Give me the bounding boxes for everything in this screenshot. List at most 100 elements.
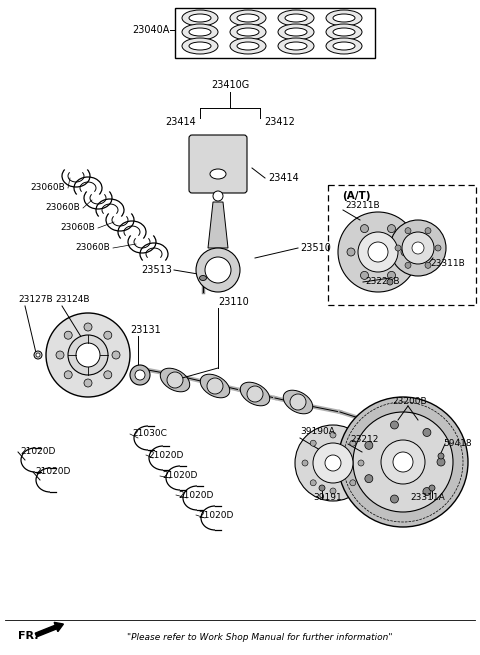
Text: 39191: 39191 bbox=[313, 493, 342, 502]
Ellipse shape bbox=[189, 28, 211, 36]
Circle shape bbox=[313, 443, 353, 483]
Text: 23410G: 23410G bbox=[211, 80, 249, 90]
Bar bbox=[175, 8, 375, 58]
Circle shape bbox=[429, 485, 435, 491]
Circle shape bbox=[390, 421, 398, 429]
Circle shape bbox=[290, 394, 306, 410]
Circle shape bbox=[350, 440, 356, 446]
Text: 23212: 23212 bbox=[350, 436, 378, 445]
Text: "Please refer to Work Shop Manual for further information": "Please refer to Work Shop Manual for fu… bbox=[127, 633, 393, 641]
Ellipse shape bbox=[326, 38, 362, 54]
Circle shape bbox=[401, 248, 409, 256]
Circle shape bbox=[247, 386, 263, 402]
Circle shape bbox=[338, 212, 418, 292]
Text: 23513: 23513 bbox=[141, 265, 172, 275]
Text: 39190A: 39190A bbox=[300, 428, 335, 436]
Text: 23040A: 23040A bbox=[132, 25, 170, 35]
Circle shape bbox=[207, 378, 223, 394]
Ellipse shape bbox=[160, 368, 190, 392]
Circle shape bbox=[319, 485, 325, 491]
Circle shape bbox=[395, 245, 401, 251]
Polygon shape bbox=[208, 202, 228, 248]
Circle shape bbox=[104, 371, 112, 379]
Circle shape bbox=[423, 487, 431, 496]
Circle shape bbox=[412, 242, 424, 254]
Ellipse shape bbox=[326, 24, 362, 40]
Circle shape bbox=[350, 480, 356, 486]
Text: 23110: 23110 bbox=[218, 297, 249, 307]
Ellipse shape bbox=[326, 10, 362, 26]
Ellipse shape bbox=[182, 10, 218, 26]
Text: 21020D: 21020D bbox=[162, 472, 197, 481]
Circle shape bbox=[368, 242, 388, 262]
Circle shape bbox=[130, 365, 150, 385]
Circle shape bbox=[112, 351, 120, 359]
Ellipse shape bbox=[278, 10, 314, 26]
Ellipse shape bbox=[200, 374, 230, 398]
Text: 23211B: 23211B bbox=[345, 202, 380, 210]
FancyBboxPatch shape bbox=[189, 135, 247, 193]
Text: 23311A: 23311A bbox=[410, 493, 445, 502]
Ellipse shape bbox=[237, 42, 259, 50]
Circle shape bbox=[68, 335, 108, 375]
Text: 23060B: 23060B bbox=[30, 183, 65, 193]
Text: 23414: 23414 bbox=[268, 173, 299, 183]
Text: 23311B: 23311B bbox=[430, 259, 465, 269]
Text: (A/T): (A/T) bbox=[342, 191, 371, 201]
Text: 23124B: 23124B bbox=[55, 295, 89, 305]
Ellipse shape bbox=[230, 10, 266, 26]
Ellipse shape bbox=[333, 42, 355, 50]
Circle shape bbox=[425, 228, 431, 234]
Text: 23412: 23412 bbox=[264, 117, 295, 127]
Circle shape bbox=[295, 425, 371, 501]
Circle shape bbox=[347, 248, 355, 256]
Ellipse shape bbox=[230, 24, 266, 40]
Circle shape bbox=[135, 370, 145, 380]
Ellipse shape bbox=[237, 28, 259, 36]
Circle shape bbox=[393, 452, 413, 472]
Text: 21020D: 21020D bbox=[178, 491, 214, 500]
Circle shape bbox=[310, 440, 316, 446]
Circle shape bbox=[438, 453, 444, 459]
Circle shape bbox=[353, 412, 453, 512]
Text: 23060B: 23060B bbox=[45, 204, 80, 212]
Circle shape bbox=[205, 257, 231, 283]
Circle shape bbox=[360, 271, 369, 280]
Text: 23060B: 23060B bbox=[60, 223, 95, 233]
Circle shape bbox=[34, 351, 42, 359]
Ellipse shape bbox=[283, 390, 313, 414]
Circle shape bbox=[405, 262, 411, 269]
Text: 21020D: 21020D bbox=[20, 447, 55, 457]
Text: FR.: FR. bbox=[18, 631, 38, 641]
Ellipse shape bbox=[237, 14, 259, 22]
Ellipse shape bbox=[189, 14, 211, 22]
Circle shape bbox=[84, 323, 92, 331]
Circle shape bbox=[46, 313, 130, 397]
Text: 21020D: 21020D bbox=[148, 451, 183, 460]
Text: 23414: 23414 bbox=[165, 117, 196, 127]
Circle shape bbox=[213, 191, 223, 201]
Circle shape bbox=[387, 225, 396, 233]
Text: 23200B: 23200B bbox=[392, 398, 427, 407]
Circle shape bbox=[64, 331, 72, 339]
Ellipse shape bbox=[210, 169, 226, 179]
Ellipse shape bbox=[240, 383, 270, 406]
Ellipse shape bbox=[285, 42, 307, 50]
Ellipse shape bbox=[182, 24, 218, 40]
Circle shape bbox=[196, 248, 240, 292]
Circle shape bbox=[338, 397, 468, 527]
Circle shape bbox=[330, 432, 336, 438]
Circle shape bbox=[358, 232, 398, 272]
Circle shape bbox=[365, 441, 373, 449]
Circle shape bbox=[56, 351, 64, 359]
Ellipse shape bbox=[285, 28, 307, 36]
Bar bbox=[328, 185, 476, 305]
Text: 21020D: 21020D bbox=[35, 468, 71, 476]
Circle shape bbox=[435, 245, 441, 251]
Circle shape bbox=[167, 372, 183, 388]
Circle shape bbox=[402, 232, 434, 264]
Circle shape bbox=[390, 495, 398, 503]
Text: 23131: 23131 bbox=[130, 325, 161, 335]
Circle shape bbox=[76, 343, 100, 367]
Text: 59418: 59418 bbox=[443, 440, 472, 449]
